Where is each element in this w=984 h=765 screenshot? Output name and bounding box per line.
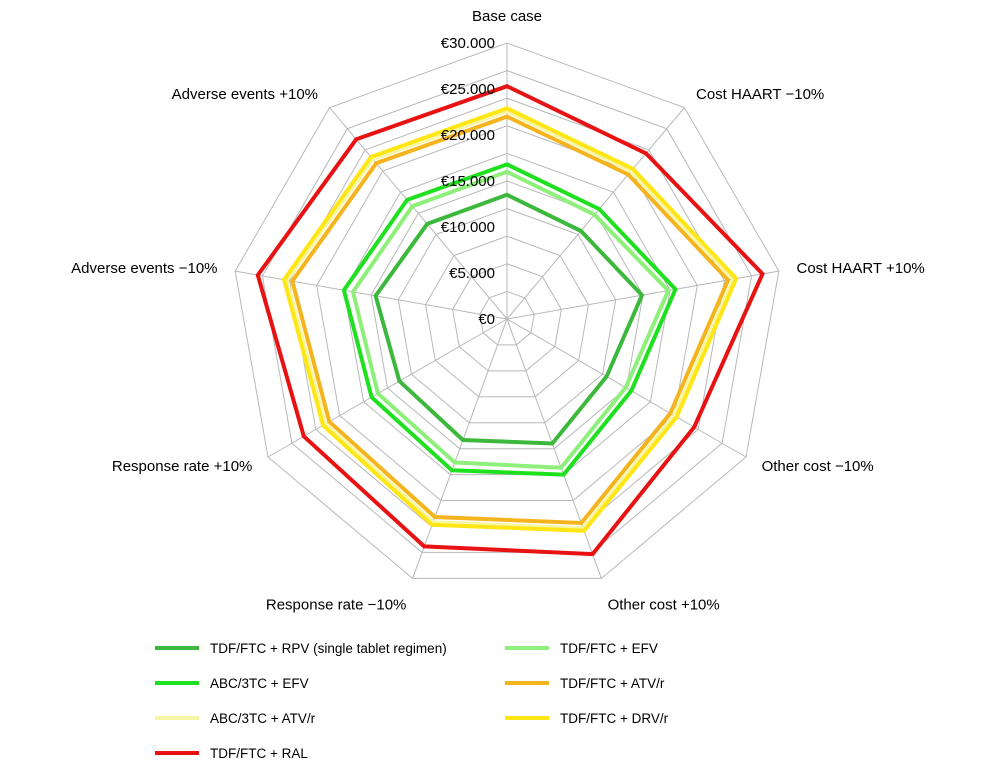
legend-label: TDF/FTC + ATV/r [560, 675, 665, 691]
tick-label: €10.000 [441, 219, 495, 236]
legend-swatch [155, 681, 199, 685]
legend: TDF/FTC + RPV (single tablet regimen) TD… [155, 636, 775, 765]
grid-ring [234, 42, 780, 579]
series-line [350, 169, 671, 470]
legend-swatch [505, 681, 549, 685]
grid-spoke [329, 107, 508, 320]
tick-label: €5.000 [449, 265, 495, 282]
series-line [373, 192, 645, 446]
tick-label: €20.000 [441, 127, 495, 144]
legend-swatch [155, 646, 199, 650]
legend-label: ABC/3TC + EFV [210, 675, 309, 691]
grid-ring [316, 125, 698, 501]
grid-ring [479, 290, 535, 346]
tick-label: €15.000 [441, 173, 495, 190]
axis-label: Adverse events −10% [71, 260, 217, 277]
legend-item: TDF/FTC + EFV [505, 636, 765, 660]
legend-swatch [505, 716, 549, 720]
grid-ring [424, 235, 590, 398]
radar-chart: €0 €5.000 €10.000 €15.000 €20.000 €25.000 €30.… [71, 8, 925, 613]
grid-ring [397, 208, 617, 424]
radar-axis-labels: Base case Cost HAART −10% Cost HAART +10% O… [71, 8, 925, 613]
legend-label: TDF/FTC + DRV/r [560, 710, 669, 726]
grid-ring [370, 180, 644, 450]
axis-label: Response rate −10% [266, 596, 407, 613]
axis-label: Adverse events +10% [172, 86, 318, 103]
legend-item: ABC/3TC + EFV [155, 671, 505, 695]
radar-grid [234, 42, 780, 579]
series-line [284, 108, 736, 531]
tick-label: €0 [478, 311, 495, 328]
series-line [281, 106, 739, 533]
legend-item: TDF/FTC + RPV (single tablet regimen) [155, 636, 505, 660]
grid-spoke [267, 318, 508, 458]
legend-label: TDF/FTC + EFV [560, 640, 658, 656]
grid-ring [343, 152, 671, 476]
grid-ring [452, 263, 562, 372]
legend-label: TDF/FTC + RPV (single tablet regimen) [210, 640, 447, 656]
tick-label: €30.000 [441, 35, 495, 52]
legend-swatch [155, 751, 199, 755]
grid-spoke [506, 318, 602, 579]
legend-item: TDF/FTC + DRV/r [505, 706, 765, 730]
grid-spoke [235, 270, 508, 320]
axis-label: Base case [472, 8, 542, 25]
legend-label: TDF/FTC + RAL [210, 745, 308, 761]
axis-label: Cost HAART −10% [696, 86, 824, 103]
tick-label: €25.000 [441, 81, 495, 98]
axis-label: Other cost +10% [608, 596, 720, 613]
legend-label: ABC/3TC + ATV/r [210, 710, 316, 726]
axis-label: Response rate +10% [112, 458, 253, 475]
legend-item: TDF/FTC + ATV/r [505, 671, 765, 695]
legend-item: TDF/FTC + RAL [155, 741, 505, 765]
grid-ring [261, 70, 753, 553]
series-line [290, 114, 731, 526]
axis-label: Cost HAART +10% [797, 260, 925, 277]
legend-swatch [155, 716, 199, 720]
legend-swatch [505, 646, 549, 650]
legend-item: ABC/3TC + ATV/r [155, 706, 505, 730]
radar-series [255, 84, 765, 557]
series-line [255, 84, 765, 557]
axis-label: Other cost −10% [762, 458, 874, 475]
radial-tick-labels: €0 €5.000 €10.000 €15.000 €20.000 €25.000 €30.… [441, 35, 495, 328]
series-line [341, 162, 678, 477]
grid-spoke [412, 318, 508, 579]
